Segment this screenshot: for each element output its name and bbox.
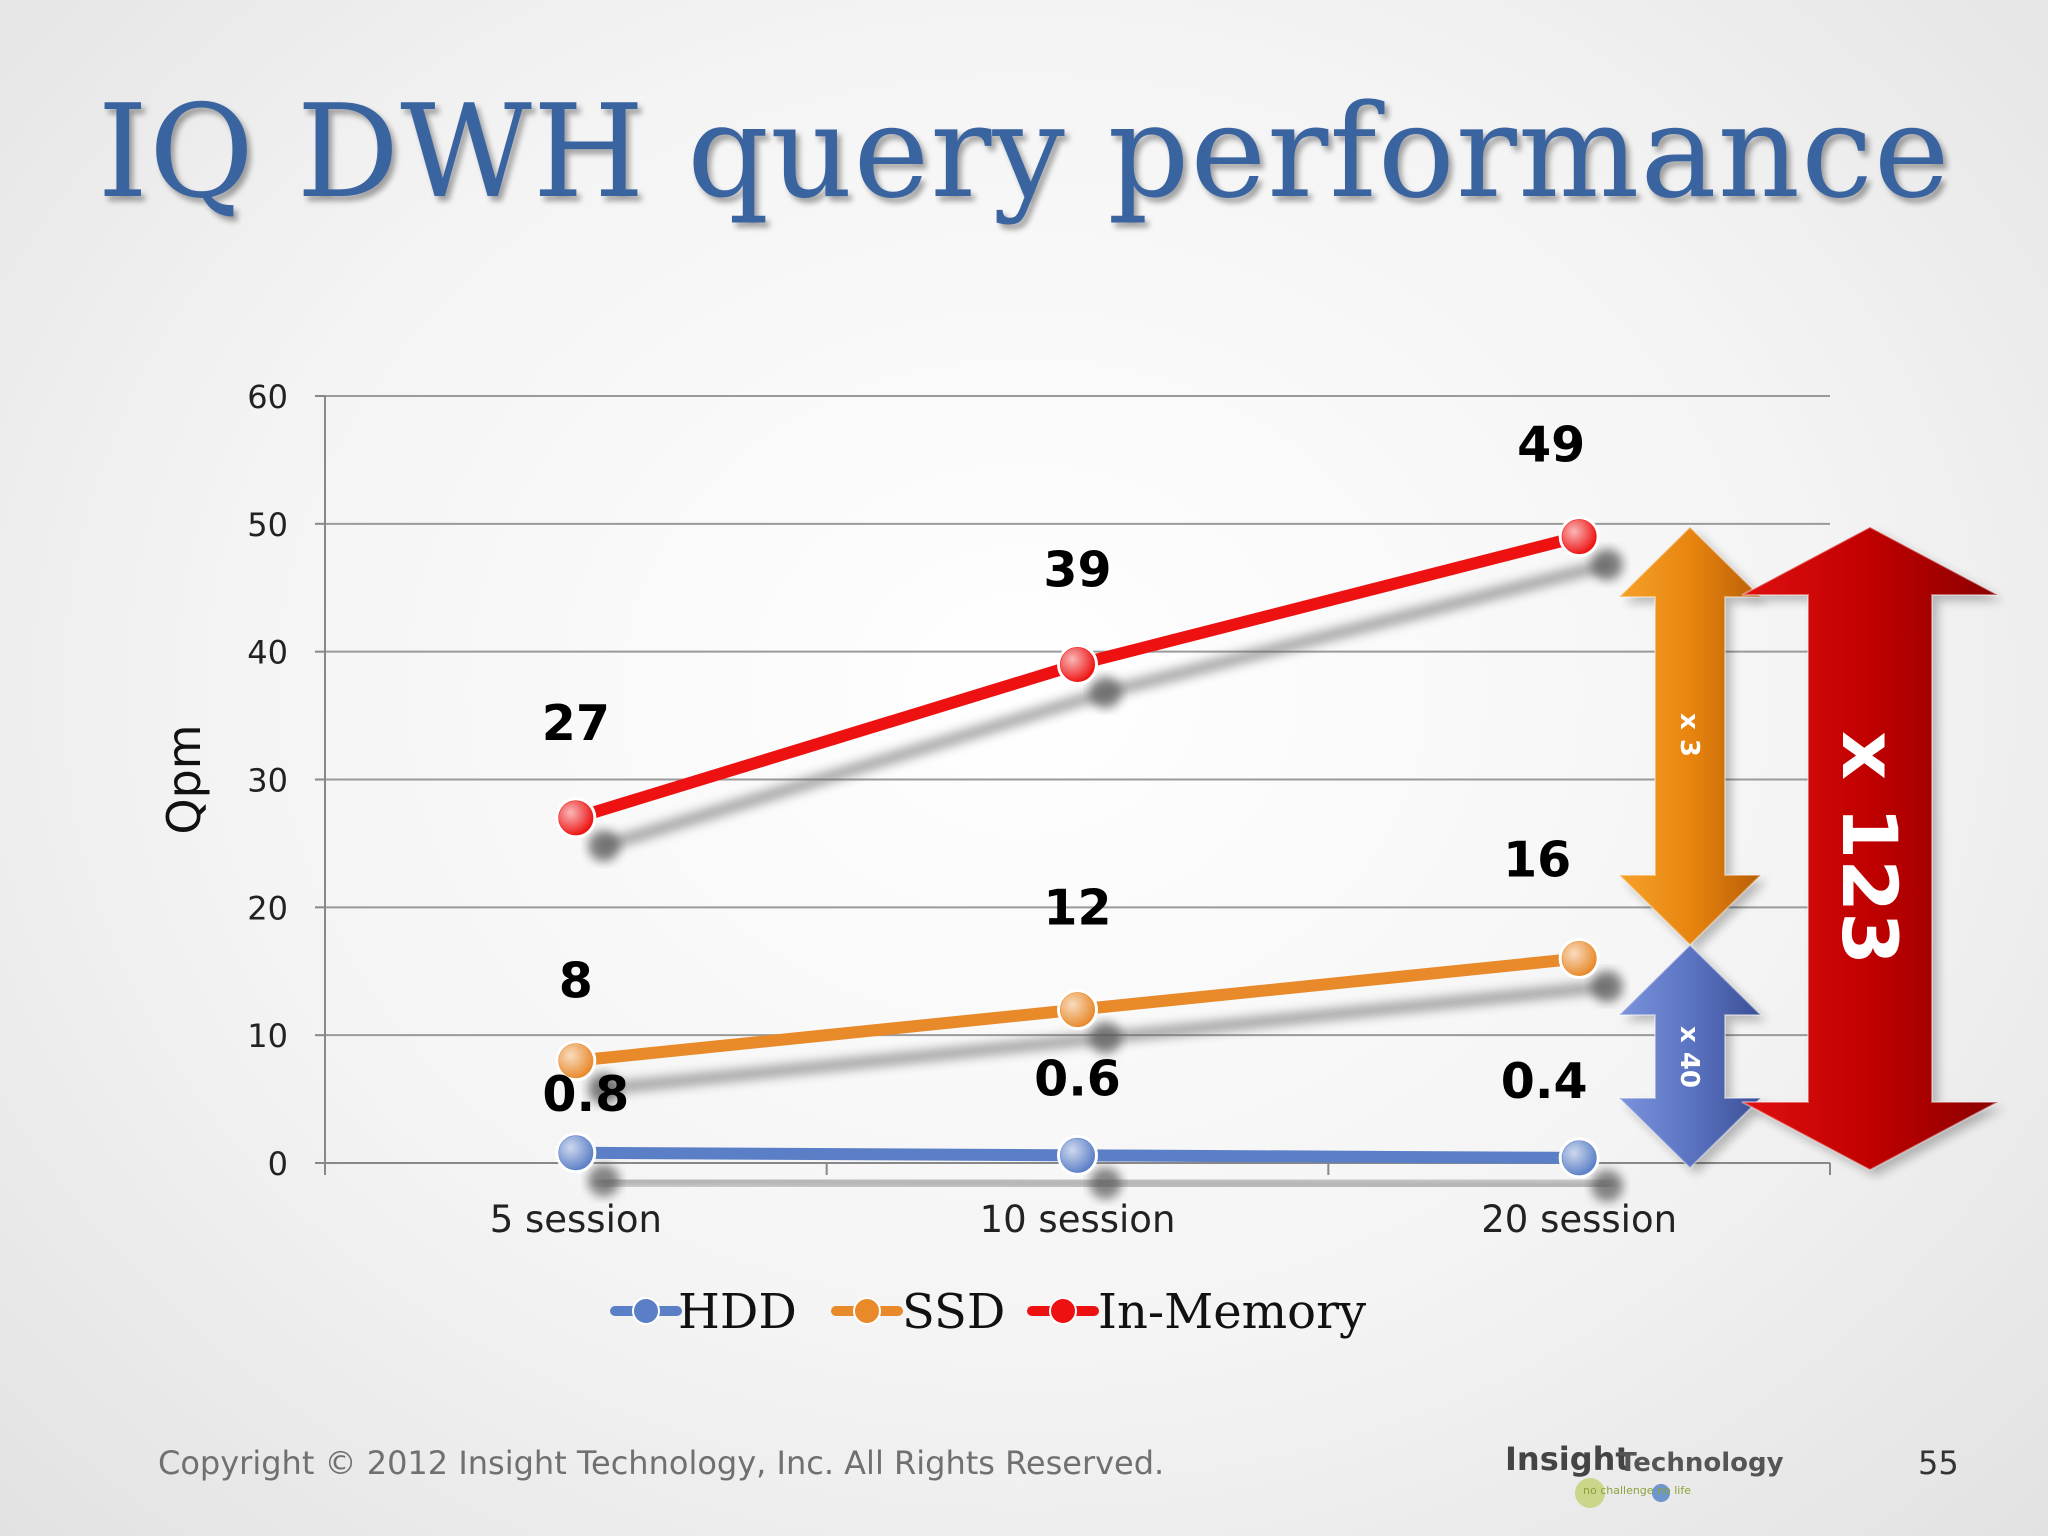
line-shadows xyxy=(587,548,1624,1202)
data-point-shine xyxy=(1562,1140,1597,1175)
x-tick-label: 20 session xyxy=(1481,1198,1677,1241)
data-label: 49 xyxy=(1517,417,1585,474)
legend-swatch-dot xyxy=(632,1297,660,1325)
data-point-shine xyxy=(1060,992,1095,1027)
logo-insight-text: Insight xyxy=(1505,1440,1631,1478)
point-shadow xyxy=(1591,548,1624,581)
axes: 0 10 20 30 40 50 60 5 session 10 session 20 sessi… xyxy=(157,378,1831,1241)
point-shadow xyxy=(1089,1021,1122,1054)
data-label: 12 xyxy=(1043,880,1111,937)
data-label: 8 xyxy=(559,953,593,1010)
data-point-shine xyxy=(558,800,593,835)
annotation-x123: x 123 xyxy=(1825,731,1914,965)
series-lines xyxy=(555,516,1600,1179)
point-shadow xyxy=(587,829,620,862)
x-tick-label: 5 session xyxy=(490,1198,662,1241)
legend-label: In-Memory xyxy=(1098,1284,1366,1340)
logo-tagline: no challenge no life xyxy=(1583,1484,1692,1497)
data-label: 0.6 xyxy=(1034,1050,1121,1107)
page-number: 55 xyxy=(1918,1444,1959,1482)
x-tick-label: 10 session xyxy=(980,1198,1176,1241)
logo-dot xyxy=(1652,1484,1670,1502)
data-point-shine xyxy=(1562,941,1597,976)
data-point-shine xyxy=(1060,647,1095,682)
data-point-shine xyxy=(558,1135,593,1170)
point-shadow xyxy=(1591,970,1624,1003)
point-shadow xyxy=(1089,676,1122,709)
legend-label: SSD xyxy=(902,1284,1005,1340)
logo-dot xyxy=(1575,1478,1605,1508)
y-tick-label: 30 xyxy=(247,762,288,800)
y-tick-label: 60 xyxy=(247,378,288,416)
legend-swatch-dot xyxy=(853,1297,881,1325)
data-label: 16 xyxy=(1503,831,1571,888)
point-shadow xyxy=(587,1164,620,1197)
data-point-shine xyxy=(1562,519,1597,554)
data-labels: 0.8 0.6 0.4 8 12 16 27 39 49 xyxy=(542,417,1588,1123)
y-tick-label: 0 xyxy=(268,1145,288,1183)
legend: HDD SSD In-Memory xyxy=(610,1284,1366,1340)
point-shadow xyxy=(1089,1167,1122,1200)
copyright-footer: Copyright © 2012 Insight Technology, Inc… xyxy=(158,1444,1165,1482)
y-tick-label: 10 xyxy=(247,1017,288,1055)
data-label: 0.8 xyxy=(542,1066,629,1123)
legend-label: HDD xyxy=(678,1284,797,1340)
annotation-x40: x 40 xyxy=(1674,1026,1704,1088)
logo-technology-text: Technology xyxy=(1619,1448,1784,1478)
point-shadow xyxy=(1591,1169,1624,1202)
point-shadow xyxy=(587,1072,620,1105)
data-label: 39 xyxy=(1043,541,1111,598)
slide-title: IQ DWH query performance xyxy=(97,78,1951,227)
company-logo: Insight Technology no challenge no life xyxy=(1505,1440,1784,1508)
ratio-arrows: x 3 x 40 x 123 xyxy=(1616,525,2004,1176)
data-label: 27 xyxy=(542,695,610,752)
y-tick-label: 20 xyxy=(247,889,288,927)
data-label: 0.4 xyxy=(1501,1053,1588,1110)
y-axis-label: Qpm xyxy=(157,724,211,834)
arrow-x40 xyxy=(1616,943,1764,1170)
data-point-shine xyxy=(558,1043,593,1078)
arrow-x123 xyxy=(1741,525,1999,1172)
y-tick-label: 40 xyxy=(247,634,288,672)
annotation-x3: x 3 xyxy=(1674,713,1704,757)
data-point-shine xyxy=(1060,1138,1095,1173)
legend-swatch-dot xyxy=(1049,1297,1077,1325)
y-tick-label: 50 xyxy=(247,506,288,544)
